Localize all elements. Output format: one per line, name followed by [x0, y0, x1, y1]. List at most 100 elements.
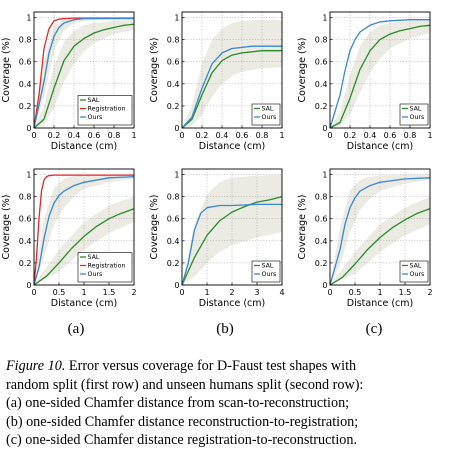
y-tick-label: 0.4: [167, 237, 180, 246]
y-tick-label: 0.6: [315, 58, 328, 67]
x-tick-label: 2: [229, 288, 234, 297]
x-tick-label: 0.5: [53, 288, 66, 297]
y-axis-label: Coverage (%): [297, 195, 308, 260]
series-line-ours: [33, 176, 135, 286]
x-axis-label: Distance (cm): [51, 141, 117, 152]
y-tick-label: 0.6: [19, 215, 32, 224]
y-tick-label: 0.2: [19, 102, 32, 111]
x-tick-label: 1: [81, 288, 86, 297]
y-tick-label: 0: [174, 281, 179, 290]
x-tick-label: 0.8: [108, 131, 121, 140]
legend-label-ours: Ours: [410, 114, 425, 121]
x-tick-label: 0.6: [88, 131, 101, 140]
caption-line-2: random split (first row) and unseen huma…: [6, 376, 364, 393]
x-tick-label: 4: [279, 288, 284, 297]
x-axis-label: Distance (cm): [347, 298, 413, 309]
x-axis-label: Distance (cm): [347, 141, 413, 152]
y-tick-label: 0.4: [315, 80, 328, 89]
x-tick-label: 0: [179, 131, 184, 140]
legend-box: [251, 103, 281, 126]
x-tick-label: 0.4: [364, 131, 377, 140]
y-tick-label: 0.8: [167, 36, 180, 45]
caption-line-1: Error versus coverage for D-Faust test s…: [68, 358, 357, 374]
y-tick-label: 0.8: [167, 193, 180, 202]
plot-frame: [329, 11, 431, 129]
y-tick-label: 0: [26, 281, 31, 290]
x-tick-label: 0: [179, 288, 184, 297]
legend-label-registration: Registration: [88, 263, 126, 270]
y-axis-label: Coverage (%): [149, 195, 160, 260]
y-tick-label: 0.2: [167, 102, 180, 111]
y-axis-label: Coverage (%): [149, 38, 160, 103]
x-tick-label: 3: [254, 288, 259, 297]
y-tick-label: 0.4: [315, 237, 328, 246]
legend-label-ours: Ours: [262, 114, 277, 121]
y-tick-label: 0.8: [315, 36, 328, 45]
series-line-ours: [181, 45, 282, 129]
y-tick-label: 0.8: [315, 193, 328, 202]
series-line-ours: [33, 17, 134, 129]
y-tick-label: 0.6: [167, 58, 180, 67]
legend-label-ours: Ours: [410, 271, 425, 278]
y-tick-label: 0: [26, 124, 31, 133]
y-tick-label: 0: [322, 281, 327, 290]
legend-label-ours: Ours: [88, 114, 103, 121]
x-tick-label: 1: [279, 131, 284, 140]
series-line-sal: [181, 50, 282, 129]
y-tick-label: 1: [174, 171, 179, 180]
y-tick-label: 0: [322, 124, 327, 133]
series-line-ours: [181, 203, 282, 286]
y-tick-label: 0.2: [19, 259, 32, 268]
y-axis-label: Coverage (%): [1, 38, 12, 103]
band-sal: [330, 19, 430, 129]
caption-line-5: (c) one-sided Chamfer distance registrat…: [6, 432, 358, 449]
x-tick-label: 1.5: [103, 288, 116, 297]
legend-box: [77, 95, 133, 126]
series-line-sal: [329, 24, 431, 129]
panel-label-c: (c): [366, 321, 383, 337]
series-line-registration: [33, 174, 134, 286]
legend-label-sal: SAL: [262, 263, 274, 270]
x-axis-label: Distance (cm): [51, 298, 117, 309]
caption-line-3: (a) one-sided Chamfer distance from scan…: [6, 395, 350, 412]
x-tick-label: 2: [131, 288, 136, 297]
x-tick-label: 0.5: [349, 288, 362, 297]
chart-row1-b: 0 0.2 0.4 0.6 0.8 1 0 0.2 0.4 0.6 0.8 1 Distance (cm…: [149, 11, 285, 152]
legend-label-sal: SAL: [88, 254, 100, 261]
y-tick-label: 0: [174, 124, 179, 133]
x-tick-label: 0: [327, 288, 332, 297]
legend-label-sal: SAL: [410, 263, 422, 270]
y-tick-label: 0.2: [315, 259, 328, 268]
y-axis-label: Coverage (%): [1, 195, 12, 260]
legend-label-registration: Registration: [88, 106, 126, 113]
x-tick-label: 1: [377, 288, 382, 297]
x-tick-label: 2: [427, 288, 432, 297]
series-line-sal: [329, 208, 431, 286]
y-tick-label: 1: [26, 14, 31, 23]
y-tick-label: 1: [26, 171, 31, 180]
x-axis-label: Distance (cm): [199, 141, 265, 152]
series-line-sal: [181, 195, 283, 286]
plot-frame: [181, 11, 283, 129]
x-axis-label: Distance (cm): [199, 298, 265, 309]
legend-label-sal: SAL: [88, 97, 100, 104]
legend-label-ours: Ours: [262, 271, 277, 278]
legend-box: [399, 260, 429, 283]
y-tick-label: 1: [322, 14, 327, 23]
x-tick-label: 0.2: [196, 131, 209, 140]
plot-frame: [33, 11, 135, 129]
x-tick-label: 0: [31, 288, 36, 297]
y-tick-label: 0.4: [19, 237, 32, 246]
series-line-ours: [329, 177, 431, 286]
legend-box: [77, 252, 133, 283]
x-tick-label: 0: [31, 131, 36, 140]
legend-label-sal: SAL: [410, 106, 422, 113]
x-tick-label: 0: [327, 131, 332, 140]
y-tick-label: 1: [322, 171, 327, 180]
